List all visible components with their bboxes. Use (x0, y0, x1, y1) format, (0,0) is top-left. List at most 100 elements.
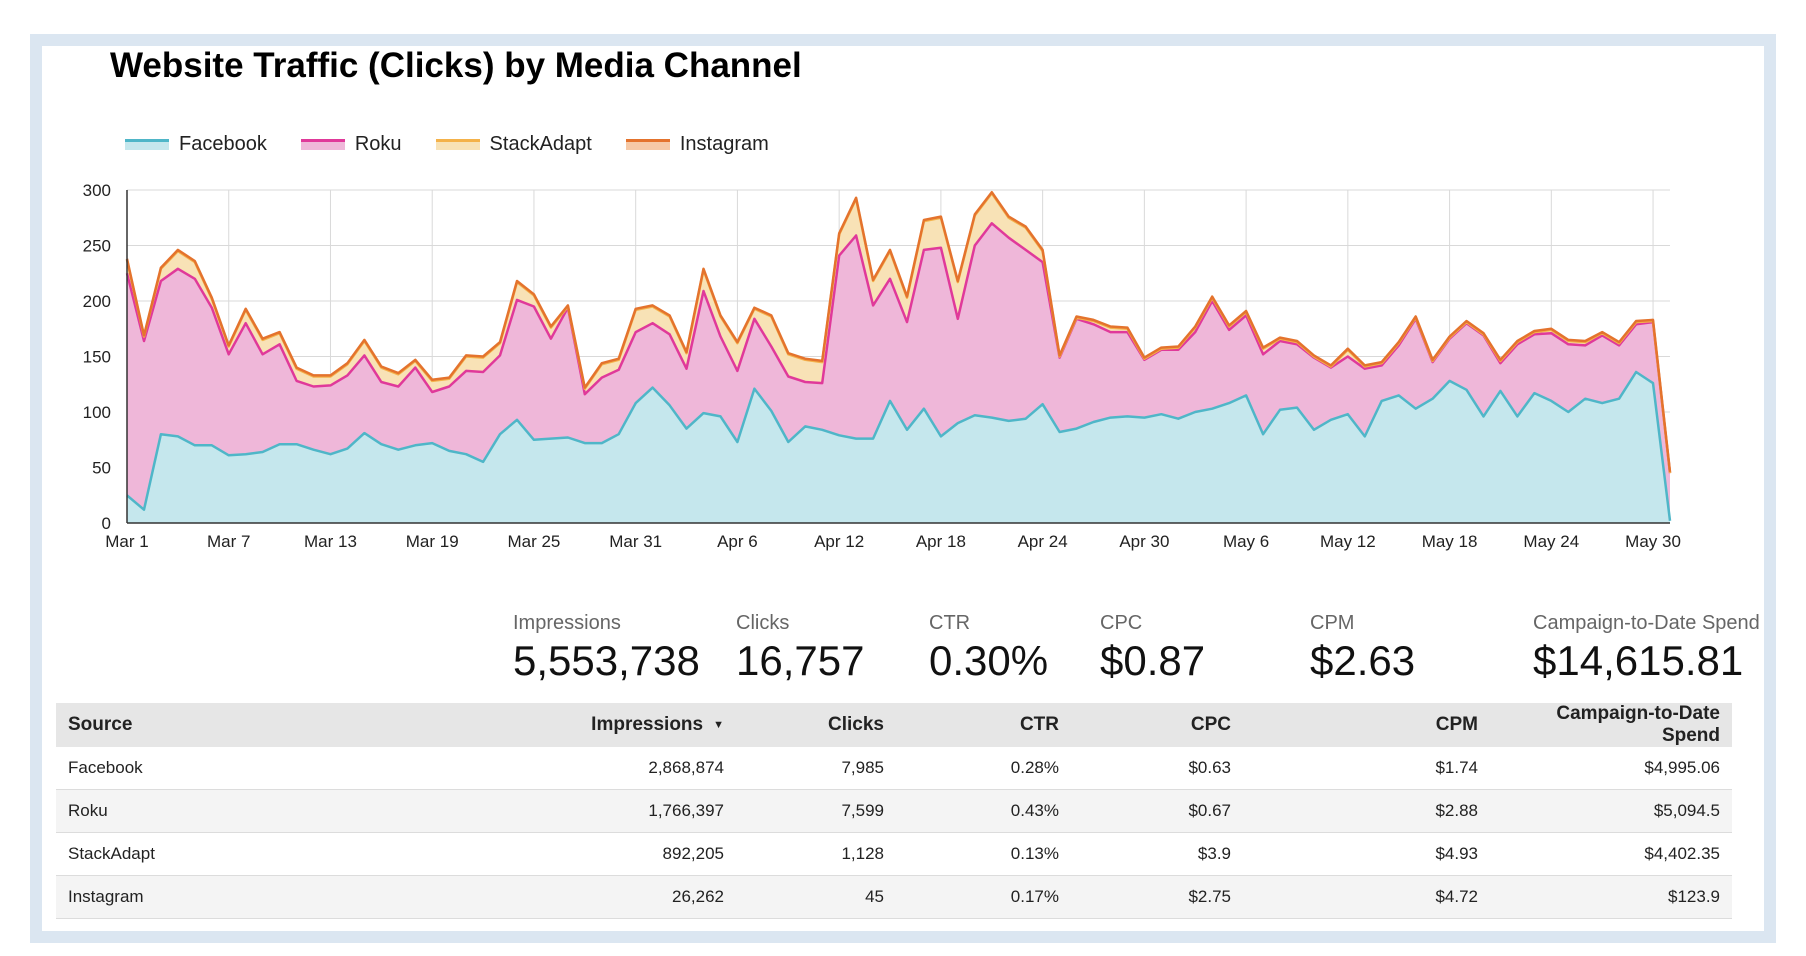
x-tick-label: May 6 (1223, 532, 1269, 551)
legend-item-roku[interactable]: Roku (300, 133, 402, 156)
table-cell: 0.13% (896, 832, 1071, 876)
column-header-impressions[interactable]: Impressions ▼ (316, 703, 736, 747)
stacked-area-chart[interactable]: 0 50 100 150 200 250 300 Mar 1 Mar 7 Mar 13 Mar 19… (0, 0, 1806, 560)
x-tick-label: Apr 6 (717, 532, 758, 551)
table-cell: StackAdapt (56, 832, 316, 876)
series-line-facebook (126, 370, 1672, 521)
chart-title: Website Traffic (Clicks) by Media Channe… (110, 46, 802, 85)
table-header-row: Source Impressions ▼ Clicks CTR CPC CPM C… (56, 703, 1732, 747)
x-tick-label: Mar 19 (406, 532, 459, 551)
table-cell: $1.74 (1243, 747, 1490, 790)
table-cell: 892,205 (316, 832, 736, 876)
legend-swatch-stackadapt (435, 139, 480, 150)
x-tick-label: Apr 24 (1018, 532, 1068, 551)
table-cell: 2,868,874 (316, 747, 736, 790)
legend-item-stackadapt[interactable]: StackAdapt (435, 133, 592, 156)
y-tick-label: 250 (83, 237, 111, 256)
column-header-ctr[interactable]: CTR (896, 703, 1071, 747)
kpi-label: CPC (1100, 612, 1143, 634)
x-tick-label: Mar 1 (105, 532, 148, 551)
y-tick-label: 0 (102, 514, 111, 533)
kpi-ctr: CTR 0.30% (929, 612, 1048, 685)
column-header-cpc[interactable]: CPC (1071, 703, 1243, 747)
table-cell: Instagram (56, 875, 316, 919)
y-tick-label: 300 (83, 181, 111, 200)
column-header-label: Impressions (591, 714, 704, 735)
y-tick-label: 150 (83, 348, 111, 367)
legend-label-stackadapt: StackAdapt (489, 133, 592, 155)
y-tick-label: 100 (83, 403, 111, 422)
kpi-spend: Campaign-to-Date Spend $14,615.81 (1533, 612, 1760, 685)
column-header-label: CPM (1435, 714, 1478, 735)
table-cell: 45 (736, 875, 896, 919)
kpi-value: 0.30% (929, 637, 1049, 684)
x-tick-label: May 18 (1422, 532, 1478, 551)
column-header-cpm[interactable]: CPM (1243, 703, 1490, 747)
kpi-cpm: CPM $2.63 (1310, 612, 1415, 685)
kpi-label: CTR (929, 612, 971, 634)
table-row: Roku 1,766,397 7,599 0.43% $0.67 $2.88 $… (56, 789, 1732, 833)
kpi-label: CPM (1310, 612, 1355, 634)
kpi-value: 5,553,738 (513, 637, 700, 684)
column-header-label: CPC (1190, 714, 1231, 735)
x-tick-label: Mar 13 (304, 532, 357, 551)
table-row: Instagram 26,262 45 0.17% $2.75 $4.72 $1… (56, 875, 1732, 919)
table-cell: 0.28% (896, 747, 1071, 790)
column-header-clicks[interactable]: Clicks (736, 703, 896, 747)
table-cell: Roku (56, 789, 316, 833)
kpi-label: Impressions (513, 612, 621, 634)
table-row: Facebook 2,868,874 7,985 0.28% $0.63 $1.… (56, 747, 1732, 790)
table-cell: 26,262 (316, 875, 736, 919)
kpi-cpc: CPC $0.87 (1100, 612, 1205, 685)
table-cell: 0.43% (896, 789, 1071, 833)
table-cell: $2.75 (1071, 875, 1243, 919)
table-cell: $4.93 (1243, 832, 1490, 876)
column-header-label: CTR (1019, 714, 1059, 735)
x-tick-label: Mar 31 (609, 532, 662, 551)
legend-label-instagram: Instagram (679, 133, 769, 155)
kpi-value: $0.87 (1100, 637, 1206, 684)
legend-label-roku: Roku (354, 133, 402, 155)
x-tick-label: May 12 (1320, 532, 1376, 551)
legend-swatch-instagram (625, 139, 670, 150)
table-cell: Facebook (56, 747, 316, 790)
column-header-label: Source (68, 714, 133, 735)
x-tick-label: Mar 7 (207, 532, 250, 551)
table-cell: $4.72 (1243, 875, 1490, 919)
table-cell: 7,599 (736, 789, 896, 833)
table-cell: $2.88 (1243, 789, 1490, 833)
series-line-instagram (125, 190, 1672, 473)
column-header-label: Campaign-to-Date Spend (1556, 703, 1720, 746)
chart-legend: Facebook Roku StackAdapt Instagram (125, 133, 769, 156)
table-cell: $3.9 (1071, 832, 1243, 876)
table-cell: $5,094.5 (1490, 789, 1732, 833)
table-cell: 0.17% (896, 875, 1071, 919)
table-row: StackAdapt 892,205 1,128 0.13% $3.9 $4.9… (56, 832, 1732, 876)
x-tick-label: Mar 25 (507, 532, 560, 551)
table-cell: $4,402.35 (1490, 832, 1732, 876)
kpi-label: Clicks (736, 612, 790, 634)
legend-swatch-facebook (125, 139, 169, 150)
legend-item-instagram[interactable]: Instagram (625, 133, 769, 156)
column-header-spend[interactable]: Campaign-to-Date Spend (1490, 703, 1732, 747)
column-header-label: Clicks (828, 714, 884, 735)
kpi-label: Campaign-to-Date Spend (1533, 612, 1760, 634)
table-cell: 7,985 (736, 747, 896, 790)
legend-item-facebook[interactable]: Facebook (125, 133, 267, 156)
y-tick-label: 50 (92, 459, 111, 478)
legend-label-facebook: Facebook (179, 133, 267, 155)
kpi-value: $2.63 (1310, 637, 1416, 684)
kpi-value: $14,615.81 (1533, 637, 1744, 684)
column-header-source[interactable]: Source (56, 703, 316, 747)
x-tick-label: Apr 18 (916, 532, 966, 551)
x-tick-label: May 30 (1625, 532, 1681, 551)
sort-descending-icon[interactable]: ▼ (713, 719, 724, 731)
source-table: Source Impressions ▼ Clicks CTR CPC CPM C… (56, 703, 1732, 919)
table-cell: $0.63 (1071, 747, 1243, 790)
legend-swatch-roku (300, 139, 345, 150)
table-cell: $4,995.06 (1490, 747, 1732, 790)
x-tick-label: May 24 (1523, 532, 1579, 551)
x-tick-label: Apr 12 (814, 532, 864, 551)
kpi-value: 16,757 (736, 637, 865, 684)
y-tick-label: 200 (83, 292, 111, 311)
